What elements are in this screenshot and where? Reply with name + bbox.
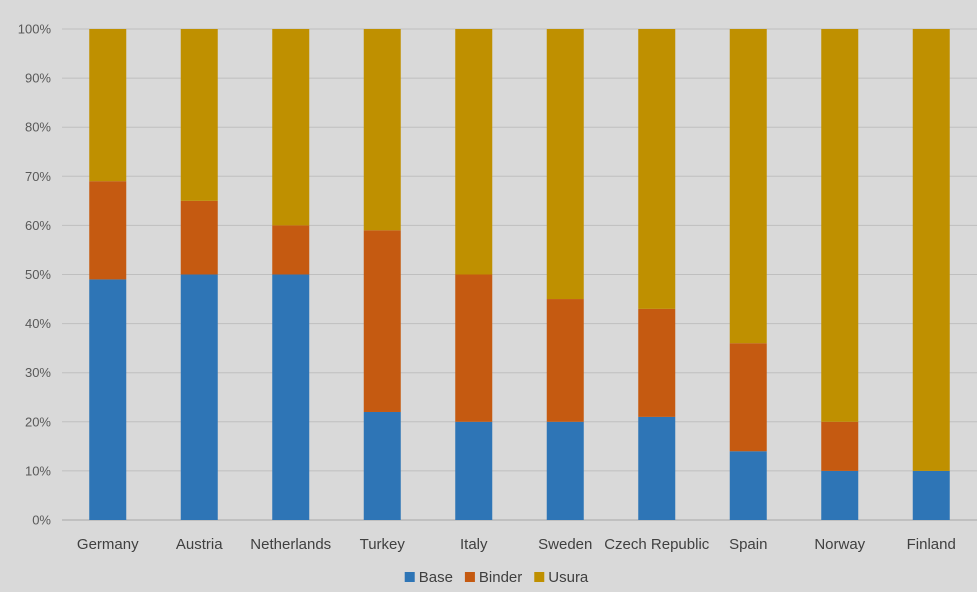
bar-segment-binder-sweden <box>546 299 584 422</box>
bar-segment-binder-austria <box>180 200 218 275</box>
bar-segment-base-italy <box>455 421 493 520</box>
bar-segment-usura-turkey <box>363 29 401 231</box>
legend-swatch-base <box>404 572 415 582</box>
bar-segment-base-czech-republic <box>638 416 676 520</box>
bar-segment-binder-germany <box>89 181 127 280</box>
x-tick-label: Turkey <box>360 536 406 553</box>
bar-segment-base-austria <box>180 274 218 520</box>
legend-swatch-binder <box>464 572 475 582</box>
bar-segment-base-norway <box>821 470 859 520</box>
bar-segment-usura-netherlands <box>272 29 310 226</box>
bar-segment-usura-finland <box>912 29 950 471</box>
legend-label-base: Base <box>419 569 453 586</box>
x-tick-label: Sweden <box>538 536 592 553</box>
bar-segment-binder-netherlands <box>272 225 310 275</box>
y-tick-label: 90% <box>25 71 51 86</box>
bar-segment-usura-czech-republic <box>638 29 676 309</box>
x-tick-label: Germany <box>77 536 139 553</box>
bar-segment-base-sweden <box>546 421 584 520</box>
y-tick-label: 60% <box>25 218 51 233</box>
x-tick-label: Netherlands <box>250 536 331 553</box>
bar-segment-usura-sweden <box>546 29 584 300</box>
bar-segment-base-netherlands <box>272 274 310 520</box>
bar-segment-binder-norway <box>821 421 859 471</box>
x-tick-label: Czech Republic <box>604 536 710 553</box>
y-tick-label: 50% <box>25 267 51 282</box>
y-tick-label: 80% <box>25 120 51 135</box>
x-tick-label: Austria <box>176 536 223 553</box>
x-tick-label: Finland <box>907 536 956 553</box>
y-tick-label: 100% <box>18 22 52 37</box>
y-tick-label: 10% <box>25 463 51 478</box>
x-tick-label: Spain <box>729 536 767 553</box>
y-tick-label: 30% <box>25 365 51 380</box>
bar-segment-base-germany <box>89 279 127 520</box>
x-tick-label: Italy <box>460 536 488 553</box>
bar-segment-binder-italy <box>455 274 493 422</box>
bar-segment-usura-spain <box>729 29 767 344</box>
bar-segment-usura-italy <box>455 29 493 275</box>
bar-segment-usura-austria <box>180 29 218 201</box>
bar-segment-binder-turkey <box>363 230 401 412</box>
x-tick-label: Norway <box>814 536 865 553</box>
bar-segment-base-finland <box>912 470 950 520</box>
bar-segment-usura-norway <box>821 29 859 422</box>
bar-segment-binder-czech-republic <box>638 308 676 417</box>
bar-segment-base-spain <box>729 451 767 520</box>
legend-swatch-usura <box>534 572 545 582</box>
y-tick-label: 0% <box>32 513 51 528</box>
legend-label-binder: Binder <box>479 569 522 586</box>
legend: Base Binder Usura <box>404 569 589 586</box>
y-tick-label: 40% <box>25 316 51 331</box>
bar-segment-binder-spain <box>729 343 767 452</box>
y-tick-label: 20% <box>25 414 51 429</box>
bar-segment-base-turkey <box>363 411 401 520</box>
y-tick-label: 70% <box>25 169 51 184</box>
legend-label-usura: Usura <box>548 569 589 586</box>
bars <box>89 29 950 520</box>
y-axis-ticks: 0% 10% 20% 30% 40% 50% 60% 70% 80% 90% 100% <box>18 22 52 528</box>
bar-segment-usura-germany <box>89 29 127 182</box>
x-axis-labels: Germany Austria Netherlands Turkey Italy Swed… <box>77 536 956 553</box>
